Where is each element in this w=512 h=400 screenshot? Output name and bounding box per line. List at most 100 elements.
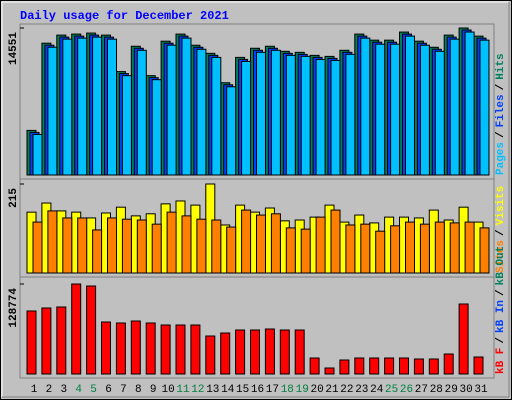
bar <box>130 320 141 375</box>
legend-separator: / <box>495 131 507 138</box>
bar <box>270 213 281 274</box>
bar <box>369 357 380 375</box>
bar <box>92 229 103 274</box>
bar <box>419 223 430 274</box>
y-tick-label: 128774 <box>8 288 20 328</box>
bar <box>256 214 266 274</box>
x-tick-label: 24 <box>370 384 384 396</box>
x-tick-label: 7 <box>120 384 127 396</box>
bar <box>32 133 43 176</box>
bar <box>339 359 350 375</box>
bar <box>211 56 222 176</box>
bar <box>181 37 192 176</box>
bar <box>324 367 335 375</box>
x-tick-label: 8 <box>135 384 142 396</box>
bar <box>434 221 445 274</box>
legend-entry: kB In <box>495 300 507 333</box>
legend-entry: Pages <box>495 142 507 175</box>
legend-separator: / <box>495 83 507 90</box>
legend-entry: kB F <box>495 348 507 374</box>
bar <box>384 357 395 375</box>
bar <box>47 210 58 274</box>
bar <box>300 228 311 274</box>
bar <box>464 221 475 274</box>
x-tick-label: 20 <box>310 384 323 396</box>
legend-separator: / <box>495 337 507 344</box>
bar <box>360 37 371 176</box>
x-tick-label: 9 <box>150 384 157 396</box>
bar <box>56 306 67 375</box>
bar <box>166 44 177 176</box>
x-tick-label: 15 <box>236 384 249 396</box>
bar <box>226 86 237 176</box>
bar <box>434 50 445 176</box>
bar <box>101 321 111 375</box>
bar <box>220 332 231 375</box>
bar <box>413 358 424 375</box>
x-tick-label: 19 <box>296 384 309 396</box>
bar <box>405 35 415 176</box>
x-tick-label: 22 <box>340 384 353 396</box>
x-tick-label: 4 <box>75 384 82 396</box>
legend-entry: Visits <box>495 186 507 226</box>
bar <box>449 222 460 274</box>
bar <box>190 324 201 375</box>
y-tick-label: 14551 <box>8 32 20 65</box>
bar <box>211 219 222 274</box>
x-tick-label: 6 <box>105 384 112 396</box>
bar <box>479 227 490 274</box>
x-tick-label: 3 <box>60 384 67 396</box>
bar <box>330 209 341 274</box>
bar <box>405 221 415 274</box>
x-tick-label: 31 <box>474 384 488 396</box>
bar <box>428 358 439 375</box>
x-tick-label: 5 <box>90 384 97 396</box>
bar <box>151 223 162 274</box>
x-tick-label: 1 <box>31 384 38 396</box>
bar <box>181 215 192 274</box>
bar <box>294 329 305 375</box>
bar <box>354 357 365 375</box>
bar <box>285 54 296 176</box>
bar <box>375 43 386 176</box>
bar <box>71 283 82 375</box>
bar <box>315 58 326 176</box>
bar <box>151 79 162 176</box>
bar <box>270 49 281 176</box>
x-tick-label: 14 <box>221 384 235 396</box>
bar <box>345 224 356 274</box>
bar <box>479 39 490 176</box>
bar <box>390 43 401 176</box>
bar <box>136 49 147 176</box>
legend-separator: / <box>495 229 507 236</box>
bar <box>121 218 132 274</box>
bar <box>47 46 58 176</box>
bar <box>309 357 320 375</box>
x-tick-label: 26 <box>400 384 413 396</box>
x-tick-label: 21 <box>325 384 339 396</box>
panel-frame <box>19 276 495 379</box>
bar <box>390 225 401 274</box>
x-tick-label: 11 <box>176 384 190 396</box>
bar <box>62 38 73 176</box>
y-tick-label: 215 <box>8 188 20 208</box>
bar <box>473 356 484 375</box>
bar <box>41 307 52 375</box>
bar <box>175 324 186 375</box>
bar <box>250 329 260 375</box>
legend: Pages / Files / Hits <box>495 53 507 175</box>
x-tick-label: 13 <box>206 384 219 396</box>
bar <box>285 227 296 274</box>
bar <box>464 31 475 176</box>
bar <box>160 324 171 375</box>
legend-entry: Hits <box>495 53 507 79</box>
bar <box>256 51 266 176</box>
bar <box>62 217 73 274</box>
bar <box>26 310 37 375</box>
bar <box>145 322 156 375</box>
bar <box>107 38 117 176</box>
x-tick-label: 29 <box>445 384 458 396</box>
bar <box>449 38 460 176</box>
